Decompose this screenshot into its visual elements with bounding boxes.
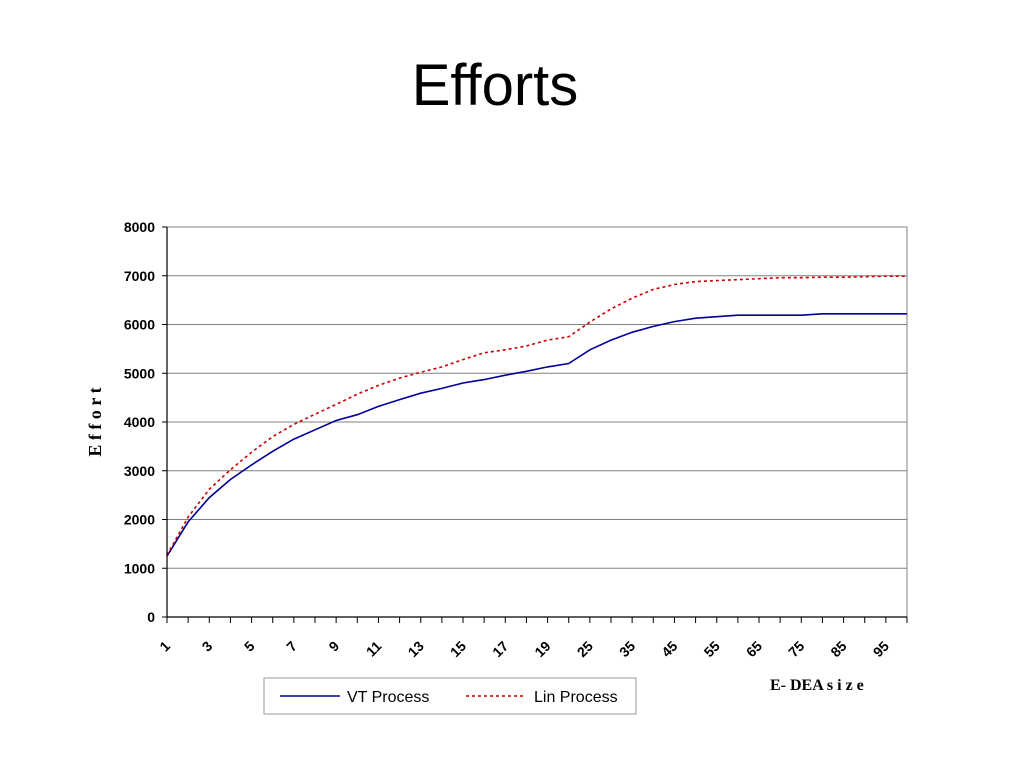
legend-label-lin-process: Lin Process	[534, 689, 618, 706]
y-tick-label: 2000	[124, 512, 155, 528]
y-tick-label: 8000	[124, 219, 155, 235]
series-line-vt-process	[166, 312, 907, 557]
x-axis-label: E- DEA s i z e	[770, 677, 864, 694]
x-tick-label: 11	[363, 638, 385, 660]
x-tick-label: 55	[701, 638, 723, 660]
x-tick-label: 13	[405, 638, 427, 660]
x-tick-label: 45	[658, 638, 680, 660]
gridlines	[167, 275, 907, 569]
y-axis-label: E f f o r t	[85, 387, 105, 456]
x-tick-label: 1	[156, 638, 173, 655]
y-tick-label: 4000	[124, 414, 155, 430]
legend-label-vt-process: VT Process	[347, 689, 429, 706]
y-tick-label: 7000	[124, 268, 155, 284]
x-tick-label: 75	[785, 638, 807, 660]
x-tick-label: 17	[489, 638, 511, 660]
legend: VT Process Lin Process	[263, 677, 637, 715]
x-axis-ticks: 1 3 5 7 9 11 13 15 17 19 25 35 45 55 65 75 85 95	[156, 617, 908, 660]
x-tick-label: 95	[870, 638, 892, 660]
y-tick-label: 5000	[124, 365, 155, 381]
y-axis-ticks: 0 1000 2000 3000 4000 5000 6000 7000 8000	[124, 219, 167, 625]
x-tick-label: 5	[241, 638, 258, 655]
y-tick-label: 1000	[124, 560, 155, 576]
x-tick-label: 9	[325, 638, 342, 655]
x-tick-label: 65	[743, 638, 765, 660]
y-tick-label: 6000	[124, 317, 155, 333]
slide-title: Efforts	[411, 53, 579, 118]
x-tick-label: 3	[199, 638, 216, 655]
y-tick-label: 0	[147, 609, 155, 625]
x-tick-label: 35	[616, 638, 638, 660]
series-line-lin-process	[166, 275, 907, 556]
y-tick-label: 3000	[124, 463, 155, 479]
x-tick-label: 19	[531, 638, 553, 660]
x-tick-label: 7	[283, 638, 300, 655]
x-tick-label: 25	[574, 638, 596, 660]
x-tick-label: 15	[447, 638, 469, 660]
x-tick-label: 85	[827, 638, 849, 660]
series-lines	[166, 275, 907, 557]
